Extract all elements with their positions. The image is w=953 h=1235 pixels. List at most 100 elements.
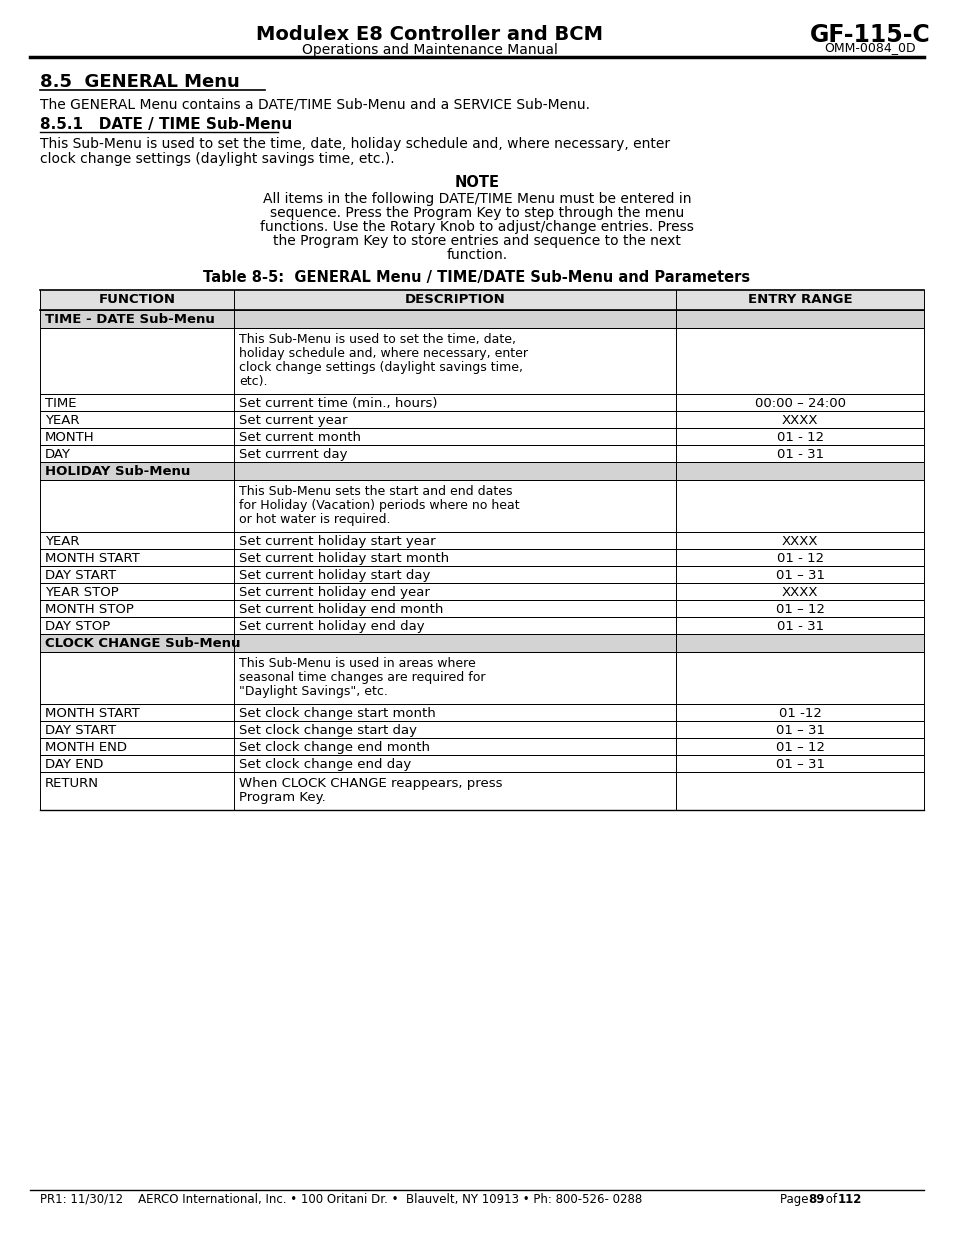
Text: GF-115-C: GF-115-C <box>809 23 929 47</box>
Text: MONTH STOP: MONTH STOP <box>45 603 133 616</box>
Bar <box>40 429 923 445</box>
Text: 8.5  GENERAL Menu: 8.5 GENERAL Menu <box>40 73 239 91</box>
Text: 01 – 31: 01 – 31 <box>775 569 824 582</box>
Text: 00:00 – 24:00: 00:00 – 24:00 <box>754 396 845 410</box>
Text: Page: Page <box>780 1193 811 1207</box>
Text: RETURN: RETURN <box>45 777 99 790</box>
Text: YEAR: YEAR <box>45 414 79 427</box>
Text: NOTE: NOTE <box>454 175 499 190</box>
Bar <box>40 550 923 566</box>
Text: Set current year: Set current year <box>239 414 348 427</box>
Text: XXXX: XXXX <box>781 414 818 427</box>
Text: 01 – 12: 01 – 12 <box>775 603 824 616</box>
Bar <box>40 290 923 310</box>
Text: DAY END: DAY END <box>45 758 103 771</box>
Text: YEAR: YEAR <box>45 535 79 548</box>
Text: MONTH END: MONTH END <box>45 741 127 755</box>
Text: DESCRIPTION: DESCRIPTION <box>405 293 505 306</box>
Text: "Daylight Savings", etc.: "Daylight Savings", etc. <box>239 685 388 698</box>
Text: MONTH START: MONTH START <box>45 552 139 564</box>
Text: clock change settings (daylight savings time, etc.).: clock change settings (daylight savings … <box>40 152 395 165</box>
Text: OMM-0084_0D: OMM-0084_0D <box>823 41 915 54</box>
Text: of: of <box>821 1193 840 1207</box>
Text: The GENERAL Menu contains a DATE/TIME Sub-Menu and a SERVICE Sub-Menu.: The GENERAL Menu contains a DATE/TIME Su… <box>40 98 589 111</box>
Text: Modulex E8 Controller and BCM: Modulex E8 Controller and BCM <box>256 25 603 44</box>
Text: Set current time (min., hours): Set current time (min., hours) <box>239 396 437 410</box>
Text: 01 - 12: 01 - 12 <box>776 552 823 564</box>
Text: This Sub-Menu sets the start and end dates: This Sub-Menu sets the start and end dat… <box>239 485 513 498</box>
Text: 01 – 31: 01 – 31 <box>775 758 824 771</box>
Text: function.: function. <box>446 248 507 262</box>
Text: or hot water is required.: or hot water is required. <box>239 513 391 526</box>
Bar <box>40 704 923 721</box>
Text: 112: 112 <box>837 1193 862 1207</box>
Text: etc).: etc). <box>239 375 268 388</box>
Text: 01 - 31: 01 - 31 <box>776 448 823 461</box>
Text: Set clock change start month: Set clock change start month <box>239 706 436 720</box>
Text: This Sub-Menu is used to set the time, date, holiday schedule and, where necessa: This Sub-Menu is used to set the time, d… <box>40 137 669 151</box>
Bar <box>40 480 923 532</box>
Text: 89: 89 <box>807 1193 823 1207</box>
Text: Set clock change end day: Set clock change end day <box>239 758 412 771</box>
Text: 01 – 12: 01 – 12 <box>775 741 824 755</box>
Text: Set clock change start day: Set clock change start day <box>239 724 417 737</box>
Text: the Program Key to store entries and sequence to the next: the Program Key to store entries and seq… <box>273 233 680 248</box>
Text: Set current holiday end month: Set current holiday end month <box>239 603 443 616</box>
Text: All items in the following DATE/TIME Menu must be entered in: All items in the following DATE/TIME Men… <box>262 191 691 206</box>
Text: PR1: 11/30/12    AERCO International, Inc. • 100 Oritani Dr. •  Blauvelt, NY 109: PR1: 11/30/12 AERCO International, Inc. … <box>40 1193 641 1207</box>
Text: YEAR STOP: YEAR STOP <box>45 585 118 599</box>
Bar <box>40 411 923 429</box>
Text: sequence. Press the Program Key to step through the menu: sequence. Press the Program Key to step … <box>270 206 683 220</box>
Text: FUNCTION: FUNCTION <box>99 293 175 306</box>
Text: XXXX: XXXX <box>781 585 818 599</box>
Text: XXXX: XXXX <box>781 535 818 548</box>
Text: This Sub-Menu is used to set the time, date,: This Sub-Menu is used to set the time, d… <box>239 333 516 346</box>
Text: TIME - DATE Sub-Menu: TIME - DATE Sub-Menu <box>45 312 214 326</box>
Text: Table 8-5:  GENERAL Menu / TIME/DATE Sub-Menu and Parameters: Table 8-5: GENERAL Menu / TIME/DATE Sub-… <box>203 270 750 285</box>
Text: DAY: DAY <box>45 448 71 461</box>
Text: clock change settings (daylight savings time,: clock change settings (daylight savings … <box>239 361 523 374</box>
Bar <box>40 329 923 394</box>
Text: 8.5.1   DATE / TIME Sub-Menu: 8.5.1 DATE / TIME Sub-Menu <box>40 117 292 132</box>
Text: Set current month: Set current month <box>239 431 361 445</box>
Text: holiday schedule and, where necessary, enter: holiday schedule and, where necessary, e… <box>239 347 528 359</box>
Text: 01 -12: 01 -12 <box>778 706 821 720</box>
Text: CLOCK CHANGE Sub-Menu: CLOCK CHANGE Sub-Menu <box>45 637 240 650</box>
Bar <box>40 462 923 480</box>
Text: DAY START: DAY START <box>45 569 116 582</box>
Bar <box>40 394 923 411</box>
Bar <box>40 583 923 600</box>
Text: Set current holiday start day: Set current holiday start day <box>239 569 431 582</box>
Text: HOLIDAY Sub-Menu: HOLIDAY Sub-Menu <box>45 466 191 478</box>
Text: Set currrent day: Set currrent day <box>239 448 348 461</box>
Bar <box>40 634 923 652</box>
Text: When CLOCK CHANGE reappears, press: When CLOCK CHANGE reappears, press <box>239 777 502 790</box>
Text: for Holiday (Vacation) periods where no heat: for Holiday (Vacation) periods where no … <box>239 499 519 513</box>
Bar <box>40 566 923 583</box>
Text: MONTH START: MONTH START <box>45 706 139 720</box>
Bar <box>40 772 923 810</box>
Bar <box>40 721 923 739</box>
Bar <box>40 652 923 704</box>
Text: Program Key.: Program Key. <box>239 790 326 804</box>
Text: Operations and Maintenance Manual: Operations and Maintenance Manual <box>302 43 558 57</box>
Bar <box>40 600 923 618</box>
Text: Set current holiday start month: Set current holiday start month <box>239 552 449 564</box>
Bar <box>40 739 923 755</box>
Text: ENTRY RANGE: ENTRY RANGE <box>747 293 852 306</box>
Text: Set current holiday start year: Set current holiday start year <box>239 535 436 548</box>
Text: MONTH: MONTH <box>45 431 94 445</box>
Bar <box>40 532 923 550</box>
Text: TIME: TIME <box>45 396 76 410</box>
Text: 01 – 31: 01 – 31 <box>775 724 824 737</box>
Text: 01 - 12: 01 - 12 <box>776 431 823 445</box>
Bar <box>40 445 923 462</box>
Bar <box>40 310 923 329</box>
Text: functions. Use the Rotary Knob to adjust/change entries. Press: functions. Use the Rotary Knob to adjust… <box>260 220 693 233</box>
Text: Set current holiday end day: Set current holiday end day <box>239 620 425 634</box>
Text: This Sub-Menu is used in areas where: This Sub-Menu is used in areas where <box>239 657 476 671</box>
Text: DAY STOP: DAY STOP <box>45 620 111 634</box>
Text: DAY START: DAY START <box>45 724 116 737</box>
Text: 01 - 31: 01 - 31 <box>776 620 823 634</box>
Text: seasonal time changes are required for: seasonal time changes are required for <box>239 671 485 684</box>
